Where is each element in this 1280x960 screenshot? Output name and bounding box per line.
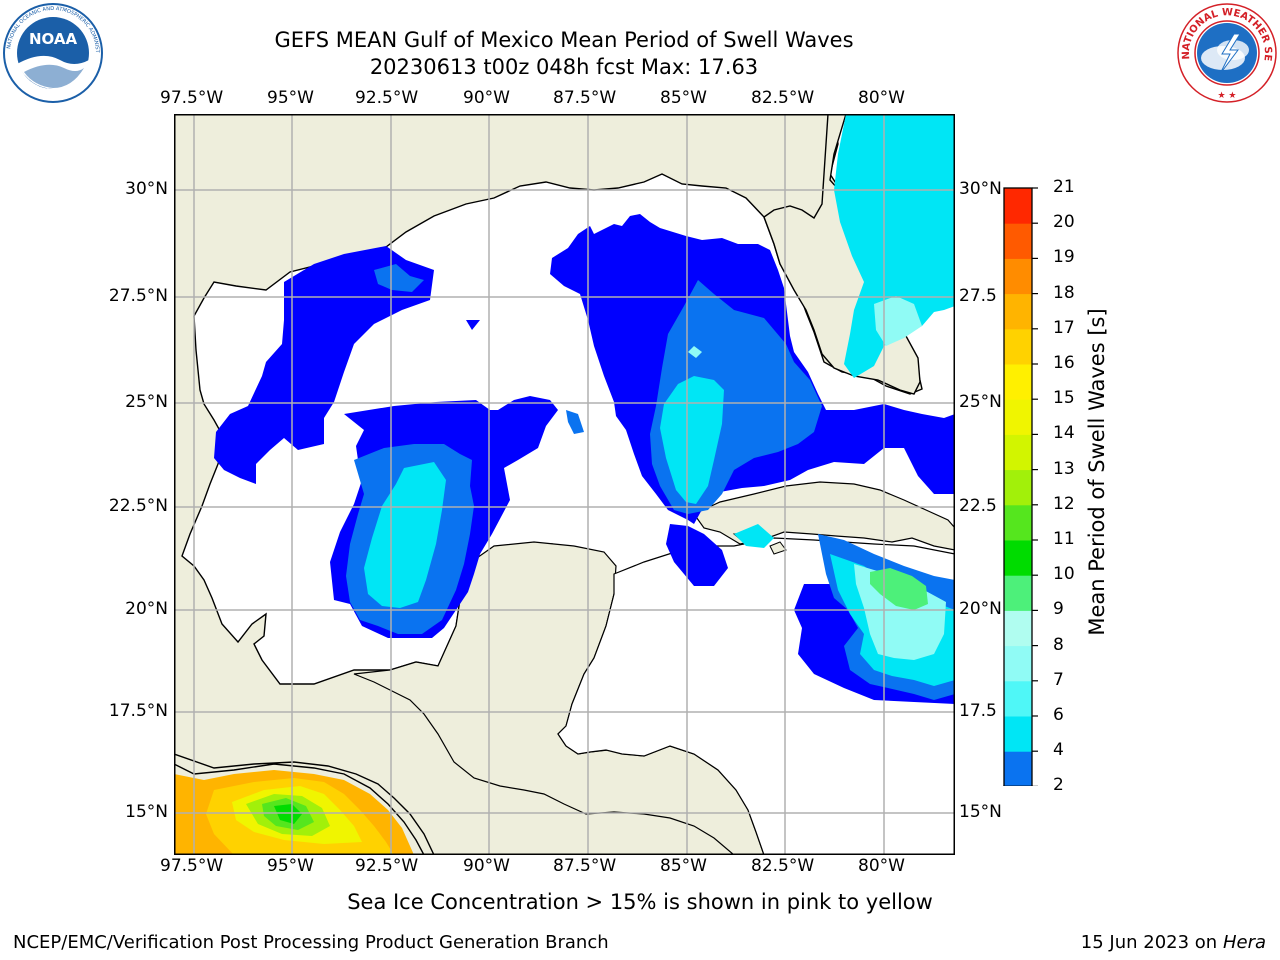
lon-label: 82.5°W <box>751 88 815 108</box>
colorbar <box>1000 186 1090 816</box>
svg-text:★ ★: ★ ★ <box>1218 91 1237 101</box>
colorbar-tick-label: 4 <box>1053 740 1064 761</box>
lon-label: 85°W <box>660 856 707 876</box>
lon-label: 97.5°W <box>160 88 224 108</box>
colorbar-segment <box>1004 575 1032 611</box>
map-grid <box>174 114 955 855</box>
colorbar-tick-label: 14 <box>1053 423 1075 444</box>
lon-label: 92.5°W <box>355 88 419 108</box>
lon-label: 85°W <box>660 88 707 108</box>
colorbar-tick-label: 8 <box>1053 634 1064 655</box>
date-text: 15 Jun 2023 on <box>1080 932 1218 953</box>
colorbar-tick-label: 7 <box>1053 669 1064 690</box>
lat-labels-left: 30°N 27.5°N 25°N 22.5°N 20°N 17.5°N 15°N <box>0 0 174 960</box>
lat-label: 15°N <box>959 802 1002 822</box>
lat-label: 27.5°N <box>108 286 168 306</box>
colorbar-graphic <box>1002 187 1038 816</box>
colorbar-segment <box>1004 716 1032 752</box>
lon-label: 80°W <box>858 856 905 876</box>
lon-labels-bottom: 97.5°W 95°W 92.5°W 90°W 87.5°W 85°W 82.5… <box>0 856 1280 878</box>
colorbar-ticks: 2 4 6 7 8 9 10 11 12 13 14 15 16 17 18 19 20 21 <box>1046 0 1086 960</box>
colorbar-segment <box>1004 399 1032 435</box>
colorbar-tick-label: 15 <box>1053 388 1075 409</box>
lat-label: 27.5 <box>959 286 997 306</box>
colorbar-tick-label: 11 <box>1053 529 1075 549</box>
lat-label: 20°N <box>125 599 168 619</box>
colorbar-segment <box>1004 188 1032 224</box>
noaa-logo-text: NOAA <box>29 30 78 48</box>
chart-title: GEFS MEAN Gulf of Mexico Mean Period of … <box>274 28 854 52</box>
colorbar-tick-label: 18 <box>1053 282 1075 303</box>
lat-label: 17.5 <box>959 701 997 721</box>
colorbar-tick-label: 13 <box>1053 458 1075 479</box>
colorbar-label: Mean Period of Swell Waves [s] <box>1085 308 1109 636</box>
nws-logo: NATIONAL WEATHER SERVICE ★ ★ <box>1172 0 1278 104</box>
colorbar-segment <box>1004 504 1032 541</box>
colorbar-segment <box>1004 751 1032 787</box>
colorbar-segment <box>1004 645 1032 682</box>
map-canvas <box>174 114 955 855</box>
lat-label: 17.5°N <box>108 701 168 721</box>
lon-label: 87.5°W <box>553 88 617 108</box>
colorbar-tick-label: 6 <box>1053 705 1064 725</box>
lon-labels-top: 97.5°W 95°W 92.5°W 90°W 87.5°W 85°W 82.5… <box>0 88 1280 110</box>
colorbar-tick-label: 20 <box>1053 212 1075 233</box>
colorbar-segment <box>1004 223 1032 259</box>
colorbar-segment <box>1004 293 1032 330</box>
lat-label: 25°N <box>125 392 168 412</box>
lat-label: 22.5°N <box>108 496 168 516</box>
lon-label: 92.5°W <box>355 856 419 876</box>
lon-label: 97.5°W <box>160 856 224 876</box>
colorbar-segment <box>1004 540 1032 576</box>
lon-label: 95°W <box>267 88 314 108</box>
lat-label: 30°N <box>959 179 1002 199</box>
lat-label: 15°N <box>125 802 168 822</box>
lon-label: 82.5°W <box>751 856 815 876</box>
sea-ice-caption: Sea Ice Concentration > 15% is shown in … <box>0 890 1280 914</box>
colorbar-tick-label: 2 <box>1053 775 1064 796</box>
map-frame <box>174 114 955 855</box>
map-panel <box>174 114 955 855</box>
lon-label: 90°W <box>463 856 510 876</box>
colorbar-tick-label: 17 <box>1053 317 1075 338</box>
lat-label: 22.5 <box>959 496 997 516</box>
date-stamp: 15 Jun 2023 on Hera <box>1081 932 1266 953</box>
lat-label: 20°N <box>959 599 1002 619</box>
lon-label: 90°W <box>463 88 510 108</box>
lat-labels-right: 30°N 27.5 25°N 22.5 20°N 17.5 15°N <box>959 0 1019 960</box>
machine-name: Hera <box>1222 932 1266 953</box>
lat-label: 25°N <box>959 392 1002 412</box>
colorbar-tick-label: 16 <box>1053 353 1075 373</box>
colorbar-tick-label: 10 <box>1053 564 1075 585</box>
lon-label: 95°W <box>267 856 314 876</box>
lon-label: 80°W <box>858 88 905 108</box>
lat-label: 30°N <box>125 179 168 199</box>
colorbar-tick-label: 12 <box>1053 493 1075 514</box>
colorbar-segment <box>1004 610 1032 647</box>
colorbar-segment <box>1004 258 1032 295</box>
noaa-logo: NOAA NATIONAL OCEANIC AND ATMOSPHERIC AD… <box>0 0 104 104</box>
colorbar-segment <box>1004 434 1032 471</box>
colorbar-tick-label: 19 <box>1053 247 1075 268</box>
colorbar-tick-label: 21 <box>1053 177 1075 197</box>
lon-label: 87.5°W <box>553 856 617 876</box>
colorbar-segment <box>1004 680 1032 717</box>
colorbar-tick-label: 9 <box>1053 599 1064 620</box>
credit-text: NCEP/EMC/Verification Post Processing Pr… <box>13 932 609 953</box>
colorbar-segment <box>1004 469 1032 506</box>
colorbar-segment <box>1004 364 1032 400</box>
sea-ice-caption-text: Sea Ice Concentration > 15% is shown in … <box>347 890 933 914</box>
chart-subtitle: 20230613 t00z 048h fcst Max: 17.63 <box>369 55 759 79</box>
colorbar-segment <box>1004 328 1032 365</box>
